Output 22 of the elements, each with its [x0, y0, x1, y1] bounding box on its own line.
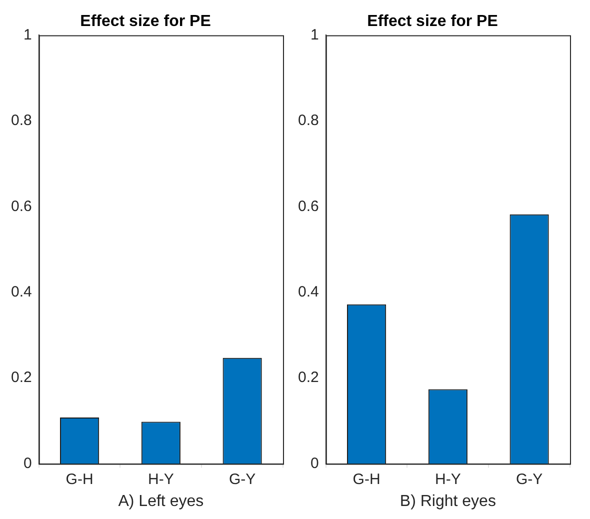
x-axis-title: A) Left eyes — [118, 492, 204, 510]
y-tick-label: 0.4 — [10, 284, 32, 300]
y-tick-label: 1 — [24, 26, 32, 44]
y-tick-label: 0.8 — [10, 112, 32, 130]
x-tick-label: H-Y — [435, 470, 461, 488]
x-tick-label: G-Y — [516, 470, 543, 488]
chart-title: Effect size for PE — [80, 13, 212, 30]
y-tick-label: 0.4 — [298, 284, 319, 300]
y-tick-label: 0.6 — [10, 198, 32, 215]
y-tick-label: 0.2 — [298, 369, 319, 386]
y-tick-label: 1 — [310, 26, 319, 44]
chart-title: Effect size for PE — [367, 13, 498, 30]
x-tick-label: G-H — [66, 470, 94, 488]
x-tick-label: G-Y — [228, 470, 256, 488]
y-tick-label: 0 — [310, 454, 319, 472]
y-tick-label: 0.2 — [10, 369, 32, 386]
x-tick-label: H-Y — [148, 470, 174, 488]
x-axis-title: B) Right eyes — [400, 492, 496, 510]
x-tick-label: G-H — [352, 470, 380, 488]
y-tick-label: 0 — [24, 454, 32, 472]
y-tick-label: 0.6 — [298, 198, 319, 215]
y-tick-label: 0.8 — [298, 112, 319, 130]
